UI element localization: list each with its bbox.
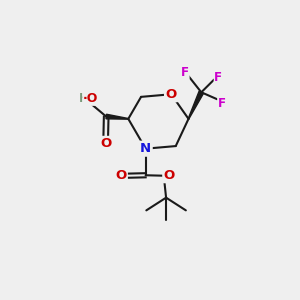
Polygon shape [106,114,128,119]
Text: F: F [214,71,222,84]
Text: ·O: ·O [83,92,98,105]
Text: O: O [100,137,111,150]
Text: F: F [218,97,226,110]
Text: H: H [79,92,89,105]
Text: O: O [166,88,177,101]
Text: O: O [116,169,127,182]
Text: N: N [140,142,151,155]
Text: F: F [181,66,189,79]
Text: O: O [163,169,175,182]
Polygon shape [188,91,203,119]
